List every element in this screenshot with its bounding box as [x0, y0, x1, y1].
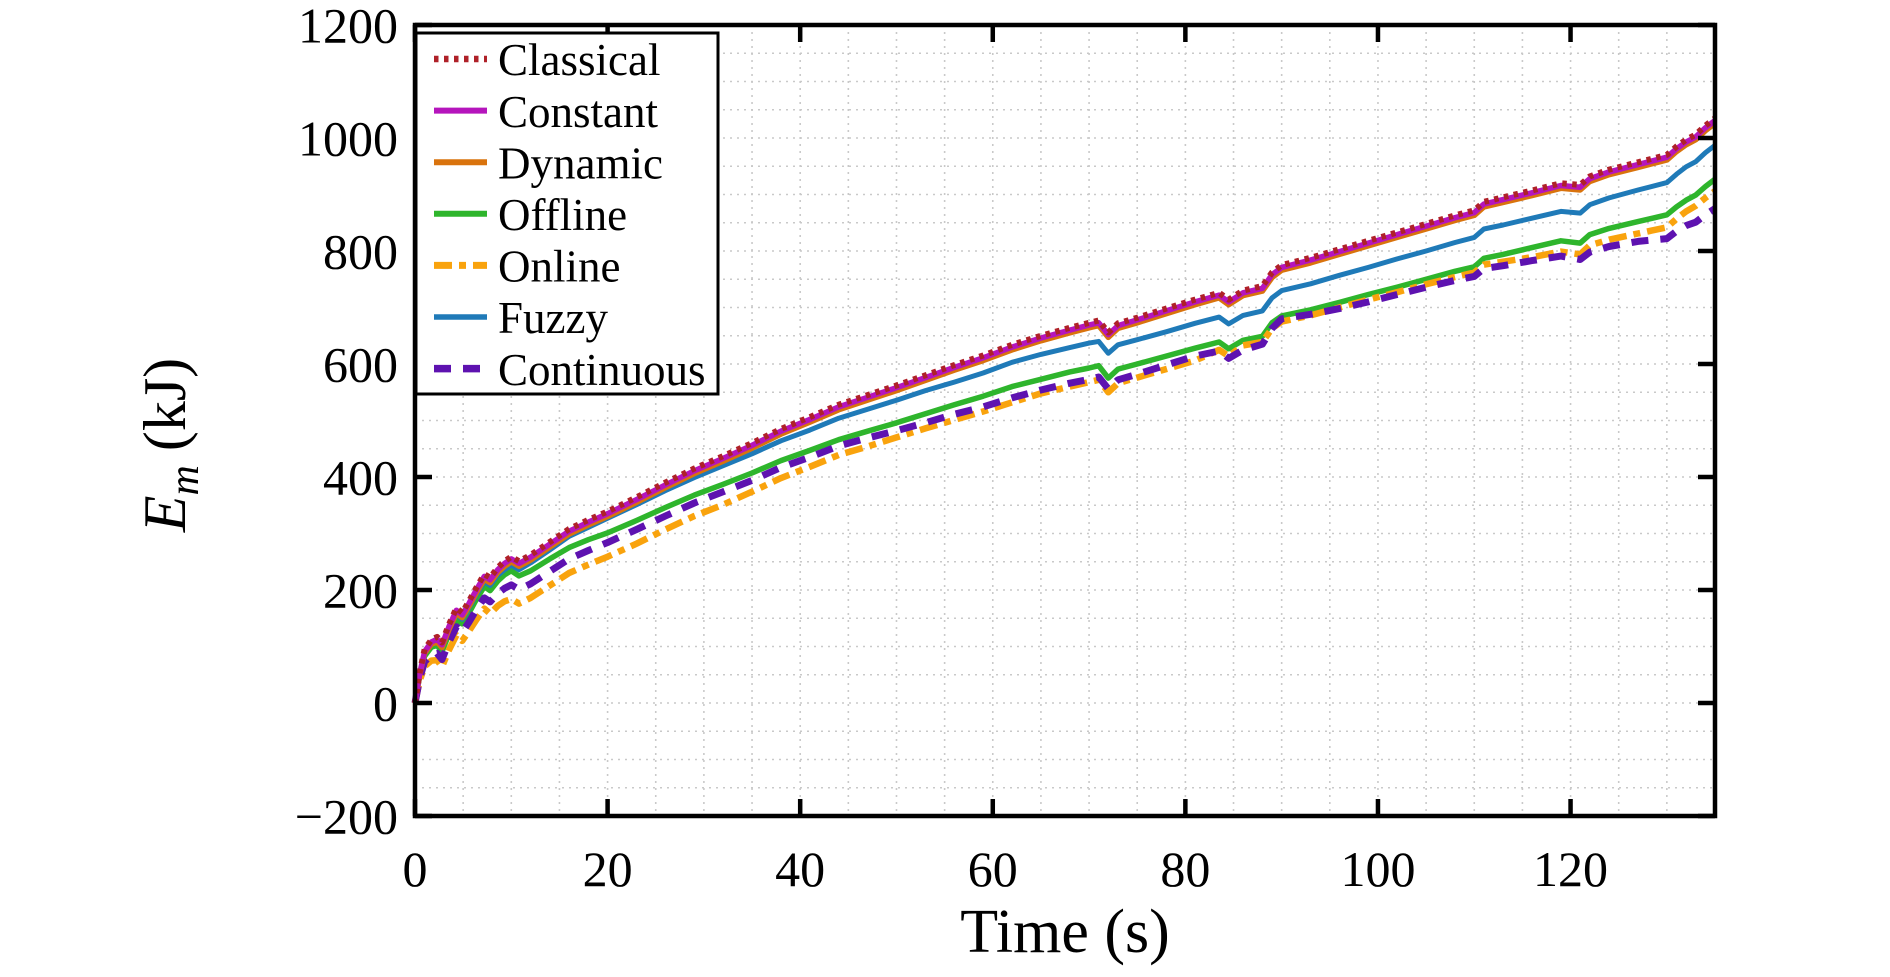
legend-label-classical: Classical [498, 35, 660, 85]
plot-frame [412, 22, 1718, 819]
y-axis-subscript: m [162, 465, 208, 495]
y-tick-label-1200: 1200 [298, 0, 398, 54]
x-tick-label-0: 0 [403, 841, 428, 897]
series-line-online [411, 188, 1717, 704]
series-line-offline [412, 177, 1717, 704]
x-tick-label-60: 60 [968, 841, 1018, 897]
x-axis-title: Time (s) [960, 898, 1170, 966]
y-tick-label-1000: 1000 [298, 111, 398, 167]
series-line-continuous [411, 205, 1717, 704]
y-axis-title: Em (kJ) [132, 358, 208, 533]
x-tick-label-120: 120 [1533, 841, 1608, 897]
data-series [411, 115, 1717, 704]
legend-label-online: Online [498, 242, 620, 292]
legend-label-offline: Offline [498, 190, 627, 240]
legend-label-continuous: Continuous [498, 345, 706, 395]
y-tick-label-200: 200 [323, 563, 398, 619]
series-line-classical [412, 115, 1717, 704]
x-tick-label-20: 20 [583, 841, 633, 897]
y-tick-label-400: 400 [323, 450, 398, 506]
grid-lines [415, 25, 1715, 816]
legend: ClassicalConstantDynamicOfflineOnlineFuz… [414, 31, 720, 396]
y-tick-label-600: 600 [323, 337, 398, 393]
y-axis-symbol: E [132, 496, 198, 534]
y-tick-label-0: 0 [373, 676, 398, 732]
y-tick-label-800: 800 [323, 224, 398, 280]
y-tick-label--200: −200 [295, 789, 398, 845]
legend-label-fuzzy: Fuzzy [498, 293, 608, 343]
legend-label-constant: Constant [498, 87, 659, 137]
y-axis-unit: (kJ) [132, 358, 198, 451]
x-tick-label-40: 40 [775, 841, 825, 897]
x-tick-label-80: 80 [1160, 841, 1210, 897]
legend-label-dynamic: Dynamic [498, 138, 663, 188]
x-tick-label-100: 100 [1340, 841, 1415, 897]
